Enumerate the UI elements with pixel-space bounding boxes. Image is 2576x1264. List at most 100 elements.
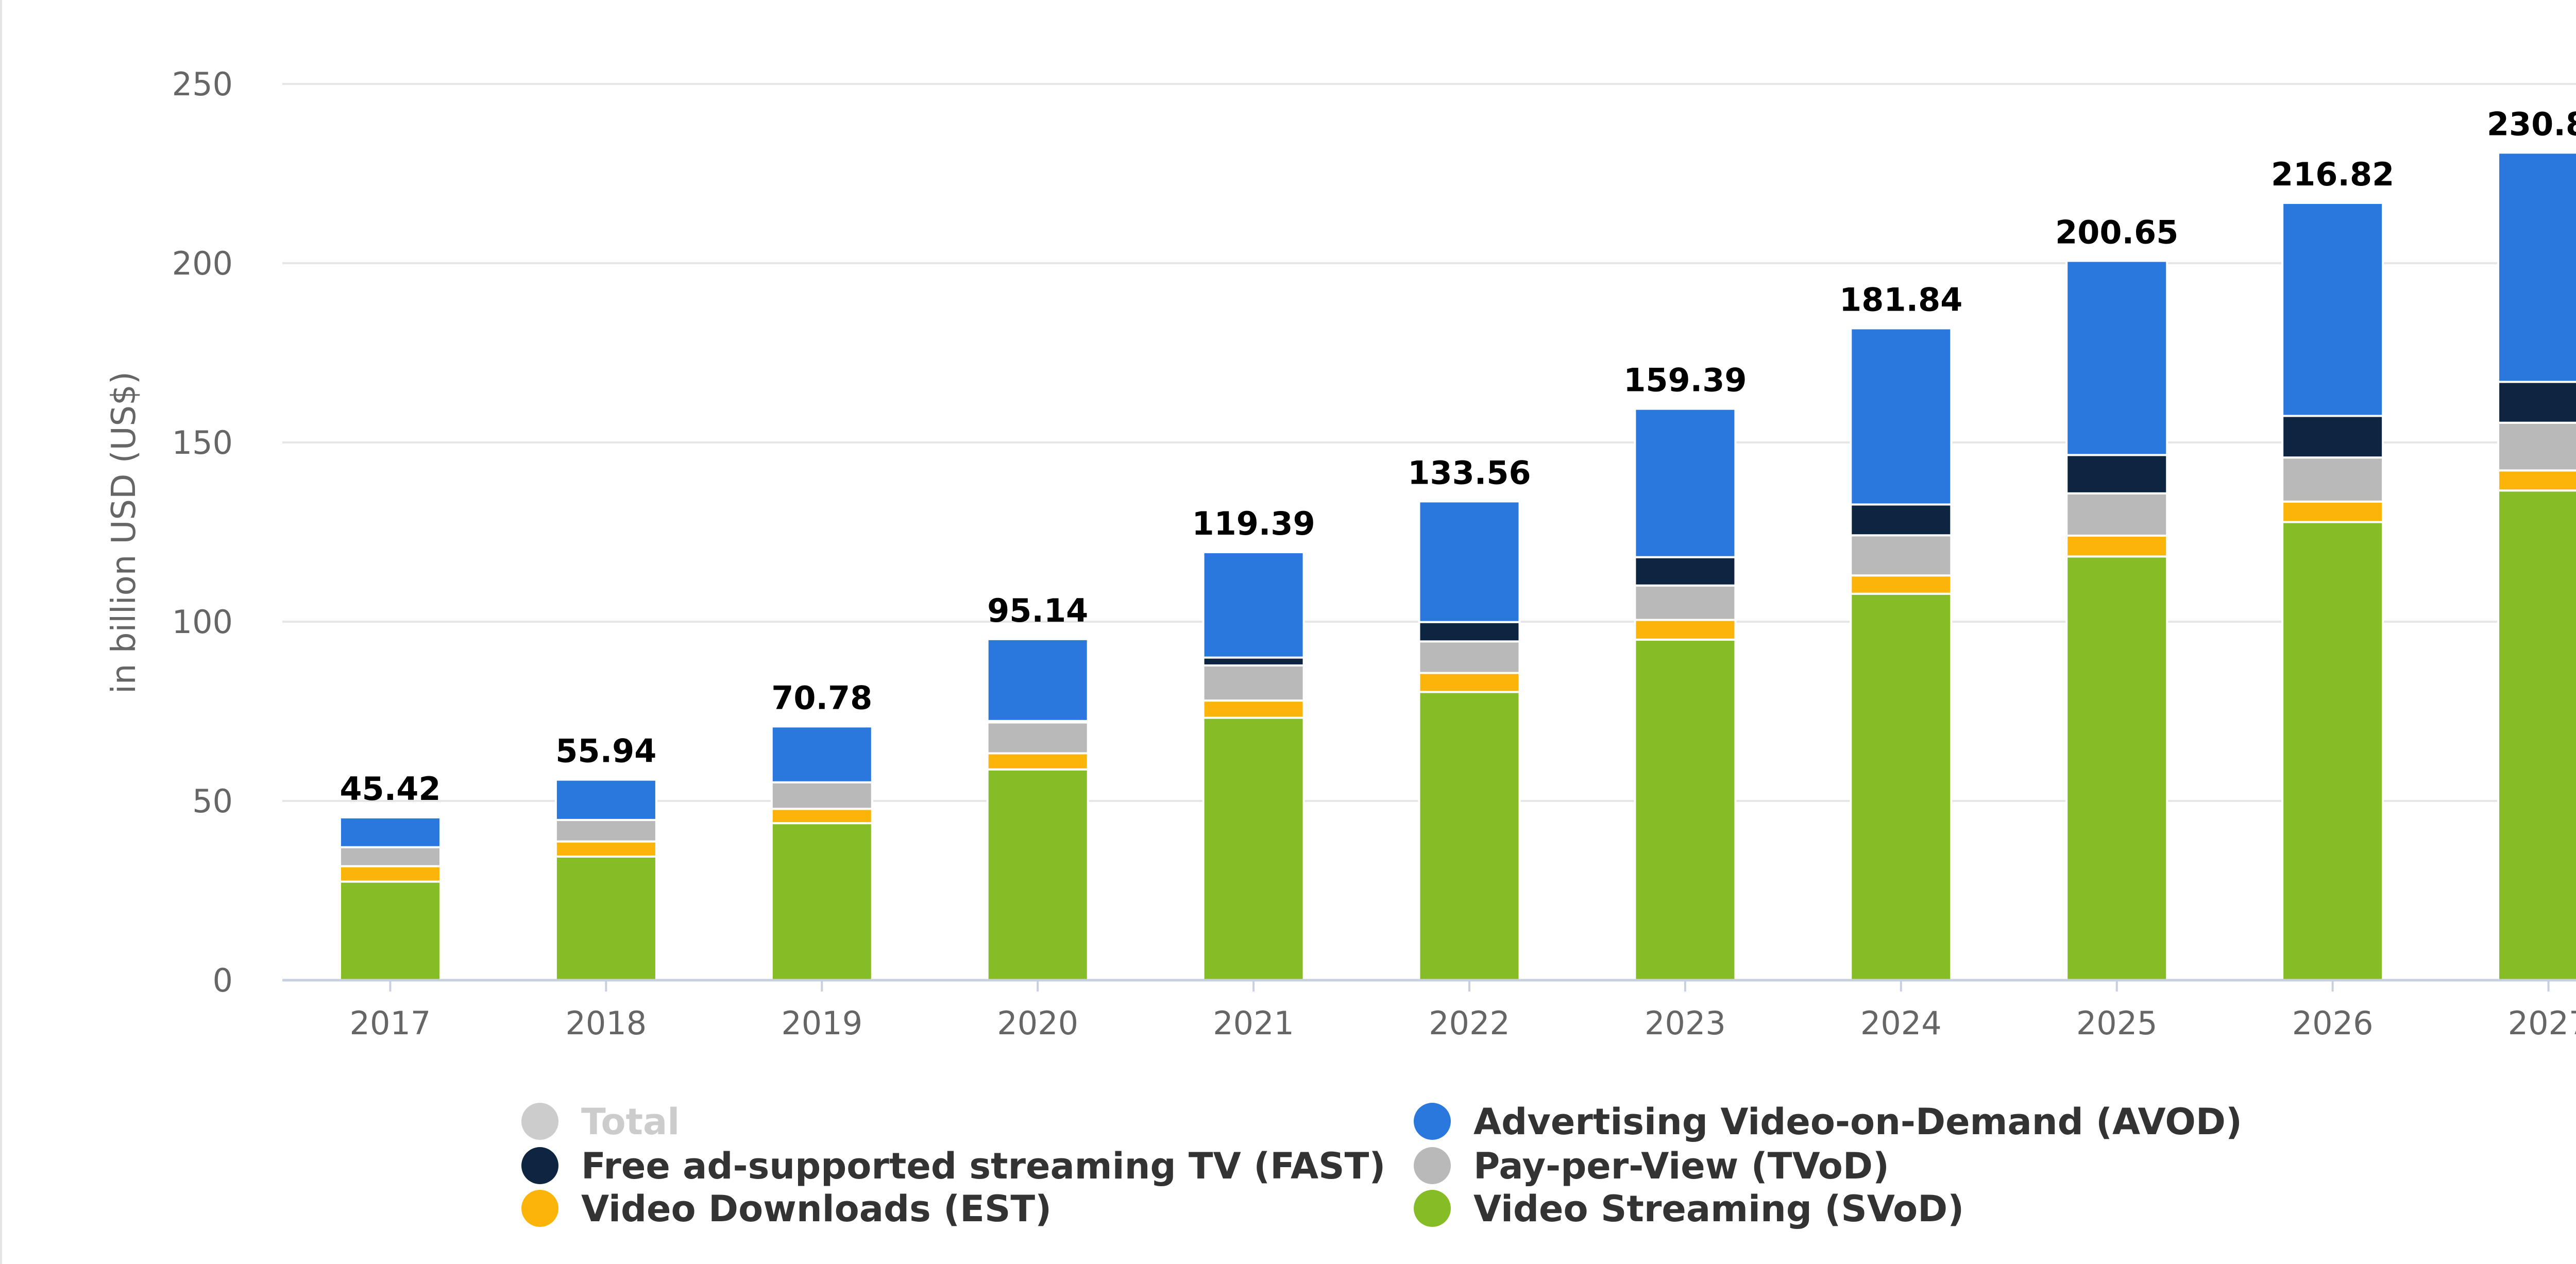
bar-segment-2018-4[interactable] (554, 778, 657, 821)
x-tick-label-2019: 2019 (781, 1004, 862, 1042)
total-label-2019: 70.78 (771, 679, 872, 716)
bar-segment-2022-3[interactable] (1418, 621, 1521, 643)
bar-segment-2025-1[interactable] (2065, 534, 2168, 558)
legend-item-0[interactable]: Total (521, 1101, 680, 1143)
x-tick-label-2023: 2023 (1645, 1004, 1726, 1042)
x-tick-label-2017: 2017 (350, 1004, 431, 1042)
legend-marker-icon (1414, 1103, 1451, 1140)
bar-segment-2023-1[interactable] (1634, 619, 1737, 641)
bar-segment-2017-4[interactable] (338, 816, 442, 848)
y-axis-ticks: 0 50 100 150 200 250 (172, 65, 233, 999)
legend-marker-icon (1414, 1190, 1451, 1227)
bar-segment-2026-1[interactable] (2281, 500, 2384, 523)
bar-segment-2019-4[interactable] (770, 725, 873, 783)
bar-segment-2018-1[interactable] (554, 840, 657, 858)
bar-segment-2020-1[interactable] (986, 752, 1089, 771)
bar-segment-2026-0[interactable] (2281, 521, 2384, 981)
total-label-2027: 230.84 (2487, 105, 2576, 143)
legend[interactable]: Total Advertising Video-on-Demand (AVOD) F… (521, 1101, 2242, 1230)
bar-segment-2025-2[interactable] (2065, 492, 2168, 537)
y-tick-label: 0 (213, 962, 233, 999)
legend-label: Video Downloads (EST) (581, 1188, 1052, 1230)
bar-segment-2020-0[interactable] (986, 768, 1089, 981)
total-label-2025: 200.65 (2055, 213, 2178, 251)
bar-segment-2024-3[interactable] (1850, 503, 1953, 537)
bar-segment-2026-2[interactable] (2281, 456, 2384, 503)
legend-marker-icon (1414, 1147, 1451, 1184)
x-axis-ticks: 2017 2018 2019 2020 2021 2022 2023 2024 2025 2026… (350, 980, 2576, 1042)
legend-label: Advertising Video-on-Demand (AVOD) (1473, 1101, 2242, 1143)
bar-segment-2017-2[interactable] (338, 846, 442, 867)
bar-segment-2024-0[interactable] (1850, 592, 1953, 982)
x-tick-label-2024: 2024 (1860, 1004, 1942, 1042)
total-label-2021: 119.39 (1192, 505, 1315, 542)
legend-item-3[interactable]: Pay-per-View (TVoD) (1414, 1145, 1889, 1187)
bar-segment-2018-0[interactable] (554, 855, 657, 981)
x-tick-label-2027: 2027 (2508, 1004, 2576, 1042)
total-label-2017: 45.42 (340, 770, 440, 808)
total-label-2020: 95.14 (987, 592, 1088, 629)
y-tick-label: 150 (172, 424, 233, 462)
x-tick-label-2020: 2020 (997, 1004, 1078, 1042)
legend-item-5[interactable]: Video Streaming (SVoD) (1414, 1188, 1964, 1230)
legend-item-2[interactable]: Free ad-supported streaming TV (FAST) (521, 1145, 1385, 1187)
bar-segment-2022-1[interactable] (1418, 672, 1521, 693)
bar-segment-2018-2[interactable] (554, 818, 657, 843)
legend-item-1[interactable]: Advertising Video-on-Demand (AVOD) (1414, 1101, 2242, 1143)
legend-label: Free ad-supported streaming TV (FAST) (581, 1145, 1385, 1187)
bar-segment-2027-3[interactable] (2497, 381, 2576, 424)
y-axis-label: in billion USD (US$) (105, 371, 143, 694)
bar-segment-2020-4[interactable] (986, 638, 1089, 722)
bar-segment-2023-0[interactable] (1634, 638, 1737, 982)
x-tick-label-2021: 2021 (1213, 1004, 1294, 1042)
y-tick-label: 200 (172, 245, 233, 282)
bar-segment-2025-3[interactable] (2065, 454, 2168, 494)
bar-segment-2021-3[interactable] (1202, 656, 1305, 667)
x-tick-label-2022: 2022 (1429, 1004, 1510, 1042)
bar-segment-2025-4[interactable] (2065, 260, 2168, 456)
bar-segment-2027-2[interactable] (2497, 421, 2576, 472)
bar-segment-2021-1[interactable] (1202, 699, 1305, 719)
bar-segment-2021-4[interactable] (1202, 551, 1305, 659)
bar-segment-2022-0[interactable] (1418, 691, 1521, 981)
bar-segment-2025-0[interactable] (2065, 555, 2168, 981)
total-labels: 45.42 55.94 70.78 95.14 119.39 133.56 159.39 18… (340, 105, 2576, 808)
bar-segment-2017-1[interactable] (338, 865, 442, 883)
bar-segment-2023-3[interactable] (1634, 556, 1737, 587)
total-label-2024: 181.84 (1839, 281, 1962, 318)
y-tick-label: 100 (172, 603, 233, 641)
bar-segments[interactable] (338, 151, 2576, 982)
bar-segment-2021-2[interactable] (1202, 664, 1305, 702)
bar-segment-2024-2[interactable] (1850, 534, 1953, 577)
bar-segment-2027-0[interactable] (2497, 489, 2576, 981)
bar-segment-2023-2[interactable] (1634, 584, 1737, 621)
legend-marker-icon (521, 1103, 558, 1140)
bar-segment-2026-3[interactable] (2281, 415, 2384, 459)
bar-segment-2023-4[interactable] (1634, 407, 1737, 558)
legend-marker-icon (521, 1147, 558, 1184)
x-tick-label-2025: 2025 (2076, 1004, 2158, 1042)
bar-segment-2024-4[interactable] (1850, 327, 1953, 506)
bar-segment-2022-4[interactable] (1418, 500, 1521, 623)
bar-segment-2019-1[interactable] (770, 808, 873, 825)
legend-marker-icon (521, 1190, 558, 1227)
bar-segment-2026-4[interactable] (2281, 201, 2384, 417)
total-label-2026: 216.82 (2271, 156, 2394, 193)
bar-segment-2027-4[interactable] (2497, 151, 2576, 383)
legend-label: Video Streaming (SVoD) (1473, 1188, 1964, 1230)
bar-segment-2021-0[interactable] (1202, 716, 1305, 981)
bar-segment-2019-0[interactable] (770, 822, 873, 981)
total-label-2018: 55.94 (555, 732, 656, 770)
bar-segment-2024-1[interactable] (1850, 574, 1953, 595)
legend-item-4[interactable]: Video Downloads (EST) (521, 1188, 1052, 1230)
bar-segment-2027-1[interactable] (2497, 469, 2576, 492)
total-label-2023: 159.39 (1623, 362, 1747, 399)
bar-segment-2019-2[interactable] (770, 781, 873, 810)
total-label-2022: 133.56 (1408, 454, 1531, 491)
x-tick-label-2026: 2026 (2292, 1004, 2374, 1042)
bar-segment-2022-2[interactable] (1418, 640, 1521, 674)
bar-segment-2017-0[interactable] (338, 880, 442, 981)
bar-segment-2020-2[interactable] (986, 721, 1089, 755)
